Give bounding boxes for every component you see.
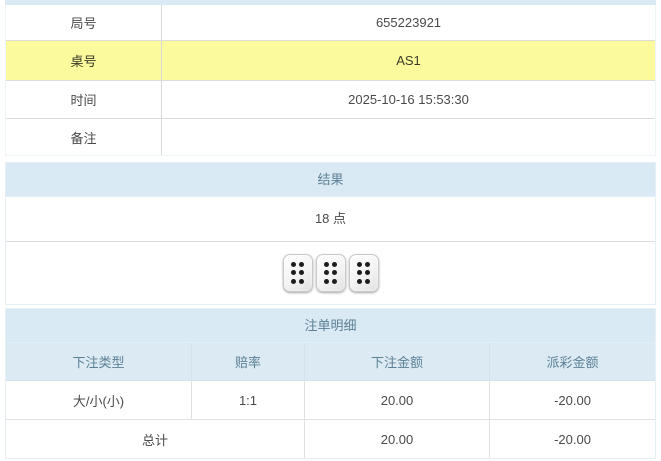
- die-pip: [357, 261, 362, 267]
- table-header-row: 下注类型 赔率 下注金额 派彩金额: [6, 343, 655, 381]
- info-label-remark: 备注: [6, 118, 162, 155]
- cell-odds: 1:1: [191, 380, 305, 420]
- column-header-bet-amount: 下注金额: [304, 343, 490, 381]
- table-row: 桌号 AS1: [6, 40, 655, 81]
- table-row: 局号 655223921: [6, 5, 655, 41]
- die-pip: [324, 261, 329, 267]
- die-pip: [332, 261, 337, 267]
- info-label-time: 时间: [6, 80, 162, 119]
- cell-total-bet-amount: 20.00: [304, 419, 490, 458]
- cell-bet-type: 大/小(小): [6, 380, 192, 420]
- die-pip: [291, 261, 296, 267]
- bet-detail-table: 下注类型 赔率 下注金额 派彩金额 大/小(小) 1:1 20.00 -20.0…: [6, 343, 655, 458]
- die-pip: [299, 270, 304, 276]
- die-icon: [315, 254, 346, 292]
- result-panel: 结果 18 点: [5, 162, 656, 305]
- die-icon: [348, 254, 379, 292]
- die-pip: [365, 279, 370, 285]
- die-pip: [365, 261, 370, 267]
- round-info-panel: 局号 655223921 桌号 AS1 时间 2025-10-16 15:53:…: [5, 5, 656, 156]
- table-row: 备注: [6, 118, 656, 156]
- die-icon: [282, 254, 313, 292]
- die-pip: [324, 270, 329, 276]
- die-pip: [357, 270, 362, 276]
- info-label-round-id: 局号: [6, 5, 162, 41]
- info-value-remark: [162, 119, 656, 156]
- dice-row: [6, 242, 655, 304]
- table-total-row: 总计 20.00 -20.00: [6, 419, 655, 458]
- cell-total-payout: -20.00: [489, 419, 655, 458]
- panel-top-strip: [5, 0, 656, 5]
- die-pip: [291, 279, 296, 285]
- table-row: 时间 2025-10-16 15:53:30: [6, 80, 655, 119]
- column-header-odds: 赔率: [191, 343, 305, 381]
- die-pip: [299, 279, 304, 285]
- column-header-payout: 派彩金额: [489, 343, 655, 381]
- die-pip: [291, 270, 296, 276]
- info-value-time: 2025-10-16 15:53:30: [161, 80, 655, 119]
- bet-detail-panel-title: 注单明细: [6, 309, 655, 343]
- die-pip: [332, 270, 337, 276]
- table-row: 大/小(小) 1:1 20.00 -20.00: [6, 380, 655, 420]
- die-pip: [299, 261, 304, 267]
- info-value-table-no: AS1: [161, 40, 655, 81]
- die-pip: [324, 279, 329, 285]
- die-pip: [365, 270, 370, 276]
- cell-payout: -20.00: [489, 380, 655, 420]
- cell-bet-amount: 20.00: [304, 380, 490, 420]
- cell-total-label: 总计: [6, 419, 305, 458]
- die-pip: [357, 279, 362, 285]
- result-panel-title: 结果: [6, 163, 655, 197]
- bet-detail-panel: 注单明细 下注类型 赔率 下注金额 派彩金额 大/小(小) 1:1 20.00 …: [5, 308, 656, 459]
- die-pip: [332, 279, 337, 285]
- info-label-table-no: 桌号: [6, 40, 162, 81]
- info-value-round-id: 655223921: [161, 5, 655, 41]
- column-header-bet-type: 下注类型: [6, 343, 192, 381]
- result-points-value: 18 点: [6, 197, 655, 242]
- round-info-table: 局号 655223921 桌号 AS1 时间 2025-10-16 15:53:…: [6, 5, 655, 155]
